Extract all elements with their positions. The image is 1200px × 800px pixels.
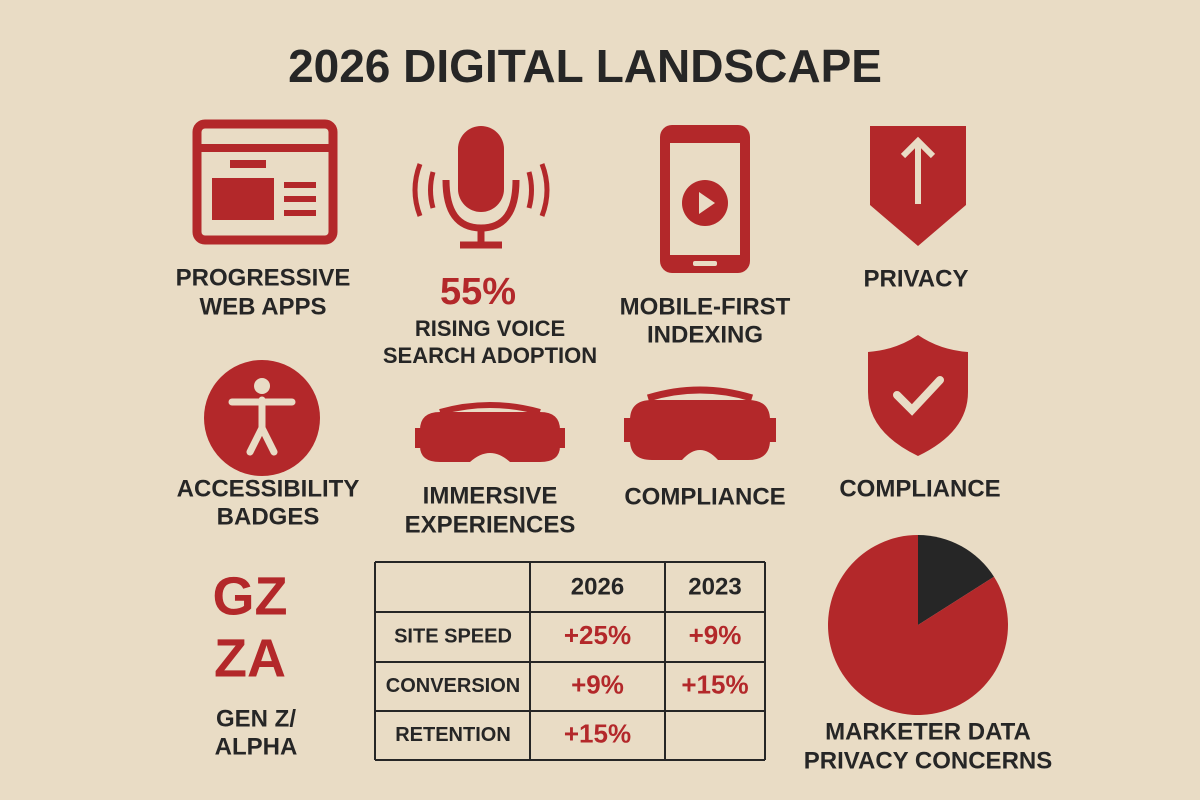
column-header: 2023 xyxy=(688,573,741,600)
table-cell: +15% xyxy=(681,669,748,699)
tile-label: COMPLIANCE xyxy=(839,475,1000,502)
table-cell: +25% xyxy=(564,620,631,650)
pie-slice xyxy=(918,535,994,625)
tile-label: MOBILE-FIRST xyxy=(620,293,791,320)
tile-label: WEB APPS xyxy=(199,293,326,320)
gen-label: GEN Z/ xyxy=(216,705,296,732)
pie-chart xyxy=(827,535,1008,715)
vr-icon xyxy=(415,402,565,462)
title: 2026 DIGITAL LANDSCAPE xyxy=(288,40,882,92)
privacy-icon xyxy=(870,126,966,246)
gen-code: ZA xyxy=(214,628,286,688)
tile-label: RISING VOICE xyxy=(415,316,565,341)
tile-label: INDEXING xyxy=(647,321,763,348)
tile-label: EXPERIENCES xyxy=(405,511,576,538)
table-cell: +9% xyxy=(571,669,624,699)
tile-label: PRIVACY xyxy=(864,265,969,292)
tile-label: IMMERSIVE xyxy=(423,482,558,509)
tile-label: BADGES xyxy=(217,503,320,530)
pie-label: MARKETER DATA xyxy=(825,718,1031,745)
row-label: SITE SPEED xyxy=(394,625,512,647)
stat: 55% xyxy=(440,271,516,313)
column-header: 2026 xyxy=(571,573,624,600)
tile-label: SEARCH ADOPTION xyxy=(383,343,597,368)
mic-icon xyxy=(412,126,550,249)
table-cell: +15% xyxy=(564,718,631,748)
row-label: RETENTION xyxy=(395,724,511,746)
pie-label: PRIVACY CONCERNS xyxy=(804,747,1052,774)
table-cell: +9% xyxy=(689,620,742,650)
row-label: CONVERSION xyxy=(386,675,520,697)
tile-label: COMPLIANCE xyxy=(624,483,785,510)
tile-label: ACCESSIBILITY xyxy=(177,475,360,502)
tile-label: PROGRESSIVE xyxy=(176,264,351,291)
accessibility-icon xyxy=(204,360,320,476)
vr-icon xyxy=(624,386,776,460)
gen-label: ALPHA xyxy=(215,733,298,760)
pwa-icon xyxy=(192,119,338,245)
gen-code: GZ xyxy=(213,566,288,626)
compliance-icon xyxy=(868,335,968,456)
table: 2026 2023 SITE SPEED +25% +9% CONVERSION +9% +1… xyxy=(374,561,766,761)
phone-icon xyxy=(660,125,750,273)
pie-slice xyxy=(827,535,1008,715)
